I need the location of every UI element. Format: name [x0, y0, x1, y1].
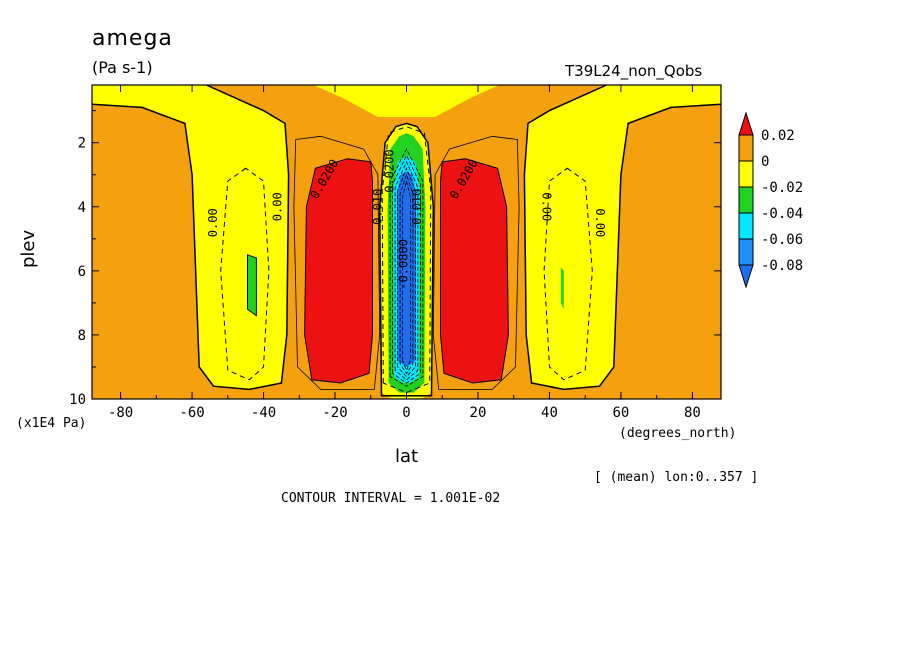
- region-blue-core: [396, 171, 417, 367]
- x-tick-label: -80: [108, 405, 133, 421]
- x-tick-label: -40: [251, 405, 276, 421]
- colorbar-box: [738, 160, 754, 188]
- contour-zero-south: [92, 85, 290, 391]
- y-tick-label: 10: [69, 392, 86, 408]
- x-tick-label: 80: [684, 405, 701, 421]
- colorbar-top-arrow: [738, 111, 754, 136]
- colorbar-label: 0: [761, 154, 769, 170]
- x-axis-label: lat: [395, 446, 419, 467]
- plot-area: 0.000.000.02000.010-0.02000.010-0.08000.…: [92, 85, 721, 399]
- contour-thin-south: [293, 135, 381, 390]
- x-tick-label: 0: [402, 405, 410, 421]
- contour-core-3: [397, 167, 416, 378]
- colorbar-label: -0.08: [761, 258, 803, 274]
- region-red-south: [304, 158, 373, 384]
- contour-core-5: [402, 181, 411, 372]
- y-tick-label: 8: [78, 328, 86, 344]
- contour-label: -0.0800: [397, 239, 411, 290]
- colorbar-label: -0.02: [761, 180, 803, 196]
- contour-core-2: [394, 160, 419, 381]
- x-axis-units: (degrees_north): [619, 426, 737, 441]
- contour-label: 0.00: [539, 192, 553, 221]
- contour-label: -0.0200: [383, 149, 397, 200]
- y-tick-label: 6: [78, 264, 86, 280]
- x-tick-label: 40: [541, 405, 558, 421]
- contour-label: 0.010: [410, 189, 424, 225]
- contour-thin-north: [432, 135, 520, 390]
- colorbar-label: 0.02: [761, 128, 795, 144]
- x-tick-label: -20: [322, 405, 347, 421]
- region-green-patch-south: [247, 254, 257, 317]
- colorbar-label: -0.06: [761, 232, 803, 248]
- contour-core-4: [399, 173, 414, 375]
- contour-zero-north: [523, 85, 721, 391]
- contour-core-0: [389, 148, 424, 387]
- chart-units: (Pa s-1): [92, 58, 153, 77]
- y-axis-label: plev: [18, 229, 39, 268]
- region-yellow-top: [313, 85, 500, 117]
- chart-title: amega: [92, 26, 173, 51]
- contour-label: 0.00: [593, 208, 607, 237]
- contour-interval: CONTOUR INTERVAL = 1.001E-02: [281, 491, 501, 506]
- colorbar-box: [738, 238, 754, 266]
- contour-dashed-equator: [381, 126, 432, 394]
- region-yellow-south: [92, 85, 289, 390]
- x-tick-label: -60: [179, 405, 204, 421]
- colorbar-bottom-arrow: [738, 264, 754, 289]
- x-tick-label: 20: [470, 405, 487, 421]
- y-tick-label: 2: [78, 136, 86, 152]
- region-green-patch-north: [560, 267, 564, 310]
- contour-core-1: [392, 154, 421, 384]
- y-tick-label: 4: [78, 200, 86, 216]
- region-red-north: [440, 158, 509, 384]
- x-tick-label: 60: [613, 405, 630, 421]
- mean-info: [ (mean) lon:0..357 ]: [594, 470, 759, 485]
- contour-label: 0.010: [370, 189, 384, 225]
- contour-label: 0.00: [270, 192, 284, 221]
- run-label: T39L24_non_Qobs: [565, 62, 703, 80]
- colorbar-label: -0.04: [761, 206, 803, 222]
- colorbar-box: [738, 186, 754, 214]
- colorbar-box: [738, 212, 754, 240]
- colorbar-box: [738, 134, 754, 162]
- y-axis-units: (x1E4 Pa): [16, 416, 87, 431]
- contour-zero-equator: [378, 122, 435, 397]
- contour-dashed-south: [220, 167, 270, 381]
- region-yellow-north: [524, 85, 721, 390]
- contour-dashed-north: [543, 167, 593, 381]
- contour-label: 0.00: [206, 208, 220, 237]
